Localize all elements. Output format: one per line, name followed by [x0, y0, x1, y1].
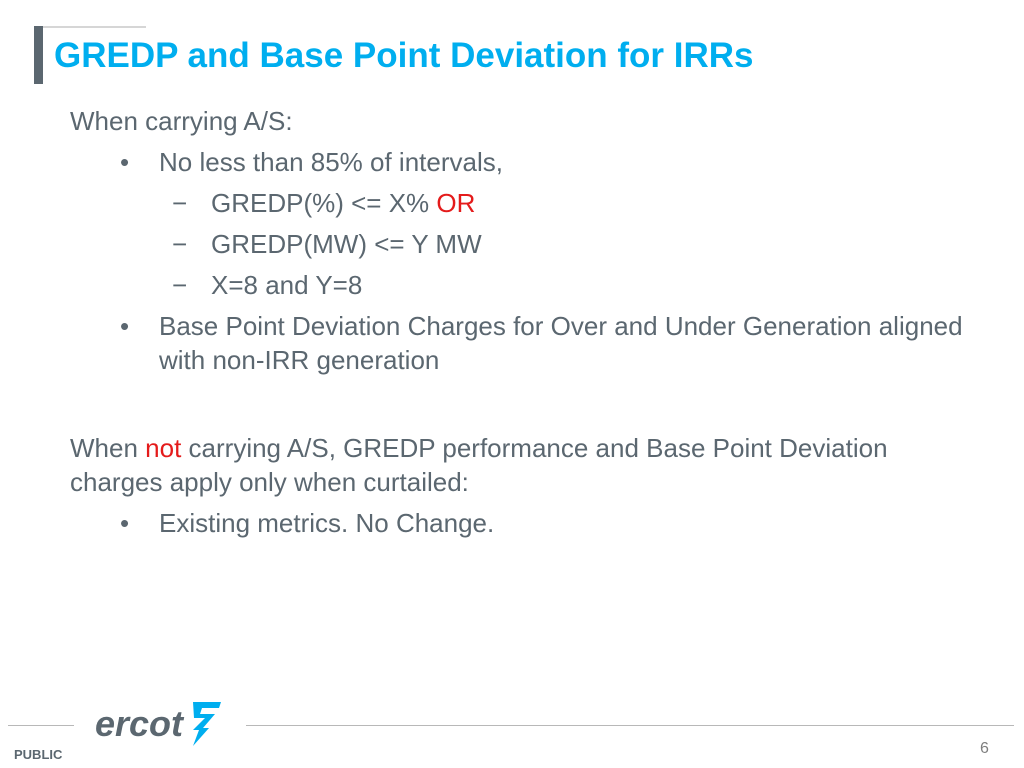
sub-bullet-item: − X=8 and Y=8: [70, 268, 970, 302]
title-accent-bar: [34, 26, 43, 84]
classification-label: PUBLIC: [14, 747, 63, 762]
bullet-text: Base Point Deviation Charges for Over an…: [159, 311, 963, 375]
sub-bullet-text: GREDP(%) <= X%: [211, 188, 430, 218]
page-number: 6: [980, 740, 989, 757]
bullet-text: Existing metrics. No Change.: [159, 508, 495, 538]
footer-rule-left: [8, 725, 74, 726]
slide-body: When carrying A/S: • No less than 85% of…: [70, 104, 970, 540]
ercot-logo: ercot: [95, 702, 221, 746]
emphasis-not: not: [145, 433, 182, 463]
section2-intro: When not carrying A/S, GREDP performance…: [70, 431, 970, 499]
title-accent-line: [34, 26, 146, 28]
dash-marker: −: [172, 270, 188, 300]
intro-text: carrying A/S, GREDP performance and Base…: [70, 433, 888, 497]
sub-bullet-text: X=8 and Y=8: [211, 270, 363, 300]
footer-rule-right: [246, 725, 1014, 726]
bullet-text: No less than 85% of intervals,: [159, 147, 503, 177]
bullet-item: • Existing metrics. No Change.: [70, 506, 970, 540]
bullet-marker: •: [120, 147, 130, 177]
bullet-item: • No less than 85% of intervals,: [70, 145, 970, 179]
sub-bullet-item: − GREDP(%) <= X% OR: [70, 186, 970, 220]
bullet-item: • Base Point Deviation Charges for Over …: [70, 309, 970, 377]
section-spacer: [70, 377, 970, 431]
intro-text: When: [70, 433, 138, 463]
emphasis-or: OR: [436, 188, 476, 218]
bullet-marker: •: [120, 311, 130, 341]
ercot-lightning-icon: [193, 702, 221, 746]
slide-title: GREDP and Base Point Deviation for IRRs: [54, 36, 754, 75]
sub-bullet-item: − GREDP(MW) <= Y MW: [70, 227, 970, 261]
bullet-marker: •: [120, 508, 130, 538]
section1-intro: When carrying A/S:: [70, 106, 293, 136]
dash-marker: −: [172, 188, 188, 218]
dash-marker: −: [172, 229, 188, 259]
sub-bullet-text: GREDP(MW) <= Y MW: [211, 229, 482, 259]
logo-wordmark: ercot: [95, 703, 185, 744]
